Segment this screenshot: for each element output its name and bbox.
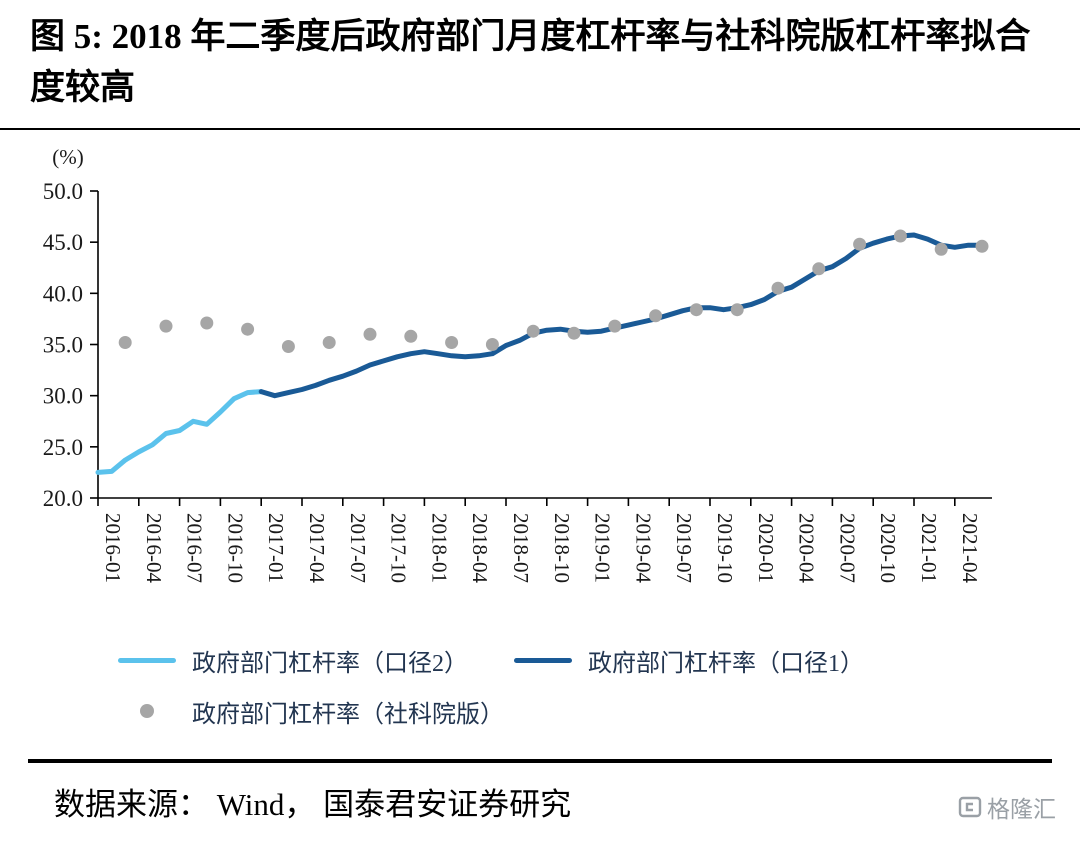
svg-text:2019-10: 2019-10 [713, 513, 737, 583]
gelonghui-logo-icon [958, 795, 982, 819]
svg-text:2020-04: 2020-04 [795, 513, 819, 583]
legend-item-caliber2: 政府部门杠杆率（口径2） [118, 643, 468, 678]
svg-text:2019-07: 2019-07 [672, 513, 696, 583]
footer: 数据来源： Wind， 国泰君安证券研究 格隆汇 [0, 763, 1080, 824]
legend-label-caliber1: 政府部门杠杆率（口径1） [588, 650, 864, 677]
svg-text:2021-04: 2021-04 [958, 513, 982, 583]
chart-legend: 政府部门杠杆率（口径2） 政府部门杠杆率（口径1） 政府部门杠杆率（社科院版） [118, 643, 1080, 729]
svg-text:(%): (%) [52, 146, 83, 169]
svg-text:2016-04: 2016-04 [142, 513, 166, 583]
svg-text:45.0: 45.0 [43, 230, 83, 255]
gelonghui-brand: 格隆汇 [958, 790, 1056, 824]
legend-item-caliber1: 政府部门杠杆率（口径1） [514, 643, 864, 678]
svg-text:40.0: 40.0 [43, 281, 83, 306]
gelonghui-logo-text: 格隆汇 [987, 796, 1056, 822]
svg-text:20.0: 20.0 [43, 486, 83, 511]
footer-divider [28, 758, 1052, 763]
cass-dot-swatch [140, 704, 154, 718]
svg-text:2018-10: 2018-10 [550, 513, 574, 583]
svg-text:2020-01: 2020-01 [754, 513, 778, 583]
svg-text:35.0: 35.0 [43, 332, 83, 357]
svg-text:2016-07: 2016-07 [183, 513, 207, 583]
data-source-note: 数据来源： Wind， 国泰君安证券研究 [54, 786, 572, 822]
legend-item-cass: 政府部门杠杆率（社科院版） [118, 694, 504, 729]
legend-row-2: 政府部门杠杆率（社科院版） [118, 694, 1080, 729]
svg-text:30.0: 30.0 [43, 383, 83, 408]
legend-row-1: 政府部门杠杆率（口径2） 政府部门杠杆率（口径1） [118, 643, 1080, 678]
chart-area: 20.0 25.0 30.0 35.0 40.0 45.0 50.0 (%) 2016-01 20… [10, 145, 1080, 613]
svg-text:2016-10: 2016-10 [223, 513, 247, 583]
svg-text:2017-01: 2017-01 [264, 513, 288, 583]
leverage-ratio-chart: 20.0 25.0 30.0 35.0 40.0 45.0 50.0 (%) 2016-01 20… [43, 145, 992, 583]
svg-text:50.0: 50.0 [43, 179, 83, 204]
svg-text:2017-07: 2017-07 [346, 513, 370, 583]
svg-text:2018-07: 2018-07 [509, 513, 533, 583]
svg-text:2019-01: 2019-01 [591, 513, 615, 583]
svg-text:25.0: 25.0 [43, 434, 83, 459]
legend-label-cass: 政府部门杠杆率（社科院版） [192, 701, 504, 728]
svg-text:2020-07: 2020-07 [835, 513, 859, 583]
svg-text:2017-04: 2017-04 [305, 513, 329, 583]
svg-text:2020-10: 2020-10 [876, 513, 900, 583]
caliber2-line-swatch [118, 657, 176, 663]
svg-text:2018-04: 2018-04 [468, 513, 492, 583]
title-divider [0, 127, 1080, 130]
svg-text:2018-01: 2018-01 [427, 513, 451, 583]
caliber1-line-swatch [514, 657, 572, 663]
svg-text:2016-01: 2016-01 [101, 513, 125, 583]
svg-text:2021-01: 2021-01 [917, 513, 941, 583]
legend-label-caliber2: 政府部门杠杆率（口径2） [192, 650, 468, 677]
svg-text:2017-10: 2017-10 [387, 513, 411, 583]
figure-title: 图 5: 2018 年二季度后政府部门月度杠杆率与社科院版杠杆率拟合度较高 [30, 17, 1031, 107]
svg-text:2019-04: 2019-04 [631, 513, 655, 583]
